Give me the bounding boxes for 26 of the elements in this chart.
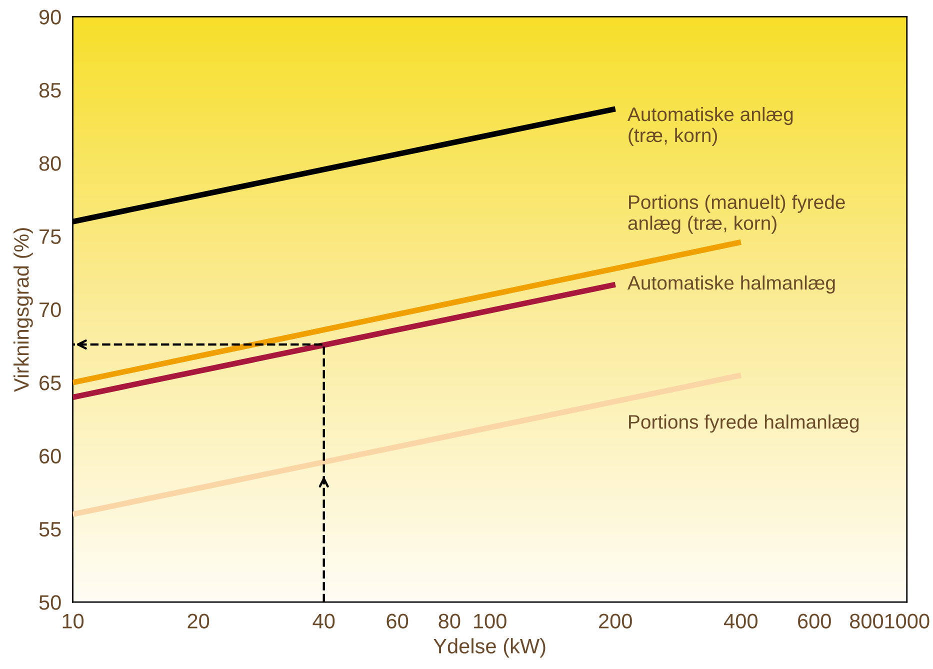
x-tick-label: 100 <box>474 614 506 629</box>
series-label: Automatiske halmanlæg <box>627 275 835 294</box>
y-tick-label: 85 <box>39 82 61 98</box>
x-tick-label: 80 <box>438 614 460 629</box>
series-label: Automatiske anlæg (træ, korn) <box>627 106 793 146</box>
y-axis-title: Virkningsgrad (%) <box>14 228 33 392</box>
y-tick-label: 80 <box>39 156 61 171</box>
x-tick-label: 600 <box>798 614 831 629</box>
x-tick-label: 400 <box>724 614 758 629</box>
y-tick-label: 75 <box>40 229 61 244</box>
y-tick-label: 65 <box>40 376 61 390</box>
x-tick-label: 1000 <box>885 614 930 629</box>
x-tick-label: 200 <box>599 614 632 629</box>
x-tick-label: 800 <box>850 614 884 629</box>
series-label: Portions (manuelt) fyrede anlæg (træ, korn) <box>628 194 845 234</box>
x-tick-label: 60 <box>386 614 408 629</box>
x-tick-label: 10 <box>62 614 84 629</box>
series-label: Portions fyrede halmanlæg <box>629 414 859 433</box>
y-tick-label: 60 <box>40 448 61 464</box>
y-tick-label: 70 <box>40 302 61 318</box>
y-tick-label: 50 <box>39 595 61 610</box>
y-tick-label: 55 <box>39 522 61 537</box>
x-axis-title: Ydelse (kW) <box>434 638 546 658</box>
y-tick-label: 90 <box>39 10 61 24</box>
x-tick-label: 20 <box>188 614 210 629</box>
x-tick-label: 40 <box>312 614 335 629</box>
